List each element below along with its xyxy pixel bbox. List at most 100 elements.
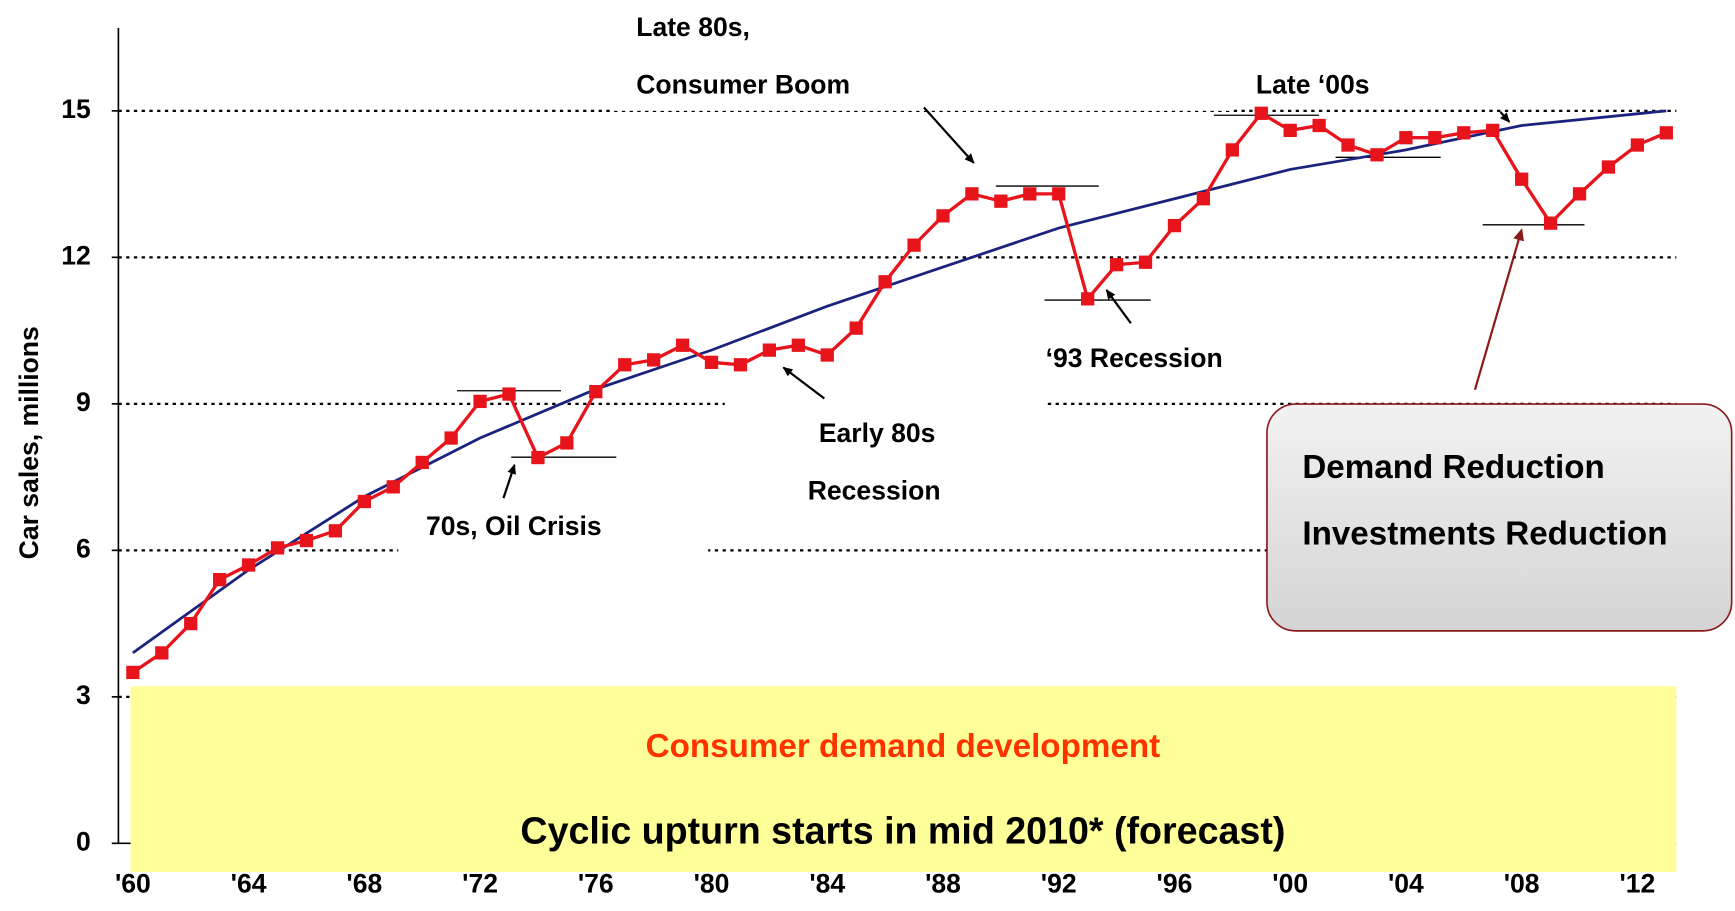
data-point	[126, 665, 140, 680]
y-axis-label: Car sales, millions	[14, 326, 44, 559]
annotation: Recession	[808, 476, 941, 506]
annotation: Late ‘00s	[1256, 69, 1370, 99]
callout-text: Demand Reduction	[1302, 449, 1604, 486]
data-point	[357, 494, 371, 509]
x-tick-label: '64	[231, 868, 267, 898]
data-point	[1630, 138, 1645, 152]
data-point	[386, 480, 400, 494]
data-point	[1081, 292, 1095, 306]
data-point	[675, 338, 690, 352]
x-tick-label: '84	[809, 868, 845, 898]
callout-box	[1266, 403, 1733, 632]
data-point	[647, 353, 661, 367]
y-tick-label: 9	[76, 387, 91, 417]
data-point	[1283, 123, 1297, 138]
banner	[130, 686, 1677, 873]
data-point	[155, 646, 169, 660]
plot-area	[126, 106, 1673, 680]
arrow	[1105, 289, 1132, 324]
data-point	[1601, 160, 1616, 174]
data-point	[1341, 138, 1355, 152]
data-point	[733, 358, 748, 372]
x-tick-label: '12	[1619, 868, 1655, 898]
data-point	[270, 541, 285, 555]
data-point	[994, 194, 1008, 208]
banner-text: Cyclic upturn starts in mid 2010* (forec…	[520, 809, 1285, 851]
data-point	[820, 348, 834, 362]
data-point	[762, 343, 777, 357]
data-point	[213, 572, 227, 587]
data-point	[473, 394, 487, 409]
data-point	[299, 533, 314, 548]
y-tick-label: 12	[61, 240, 91, 270]
data-point	[1428, 131, 1442, 145]
data-point	[184, 616, 198, 631]
label-backdrop	[614, 101, 1234, 111]
data-point	[618, 358, 632, 372]
banner-title: Consumer demand development	[646, 728, 1161, 765]
x-tick-label: '68	[346, 868, 382, 898]
data-point	[415, 455, 429, 470]
data-point	[589, 384, 603, 399]
data-point	[791, 338, 805, 352]
data-point	[907, 238, 921, 252]
x-tick-label: '60	[115, 868, 151, 898]
overlays: Demand Reduction Investments Reduction Con…	[130, 228, 1733, 873]
annotation: Early 80s	[819, 418, 936, 448]
annotation: Late 80s,	[636, 12, 750, 42]
data-point	[502, 387, 516, 401]
data-point	[1399, 131, 1413, 145]
data-point	[1659, 126, 1673, 140]
data-point	[1486, 123, 1500, 138]
annotation: 70s, Oil Crisis	[426, 511, 602, 541]
data-point	[1167, 218, 1182, 233]
data-point	[1457, 126, 1471, 140]
data-point	[704, 355, 719, 369]
arrow	[1499, 111, 1511, 123]
x-tick-label: '08	[1504, 868, 1540, 898]
data-point	[531, 450, 545, 465]
data-point	[936, 209, 950, 223]
y-tick-label: 6	[76, 533, 91, 563]
data-point	[1196, 192, 1211, 206]
label-backdrop	[724, 392, 1046, 413]
data-point	[1023, 187, 1037, 201]
data-point	[965, 187, 979, 201]
data-point	[1254, 106, 1268, 120]
data-point	[444, 431, 458, 445]
x-tick-label: '88	[925, 868, 961, 898]
data-point	[1515, 172, 1529, 186]
x-tick-label: '92	[1041, 868, 1077, 898]
data-point	[241, 558, 256, 572]
x-tick-label: '04	[1388, 868, 1424, 898]
data-point	[1370, 148, 1384, 162]
y-tick-label: 0	[76, 826, 91, 856]
arrow	[1473, 228, 1524, 390]
data-point	[1572, 187, 1587, 201]
data-point	[328, 524, 343, 538]
annotation: Consumer Boom	[636, 69, 850, 99]
x-tick-label: '96	[1157, 868, 1193, 898]
data-point	[1543, 216, 1558, 230]
arrow	[923, 106, 975, 164]
data-point	[1225, 143, 1239, 157]
callout-text: Investments Reduction	[1302, 515, 1667, 552]
arrow	[782, 366, 826, 400]
data-point	[1052, 187, 1066, 201]
data-point	[560, 436, 574, 450]
y-tick-label: 15	[61, 94, 91, 124]
data-point	[849, 321, 863, 335]
x-tick-label: '76	[578, 868, 614, 898]
data-point	[1109, 258, 1124, 272]
y-tick-label: 3	[76, 680, 91, 710]
label-backdrop	[398, 540, 709, 561]
x-tick-label: '00	[1272, 868, 1308, 898]
x-tick-label: '72	[462, 868, 498, 898]
data-point	[878, 275, 892, 289]
data-point	[1138, 255, 1153, 269]
annotation: ‘93 Recession	[1046, 343, 1223, 373]
x-tick-label: '80	[694, 868, 730, 898]
data-point	[1312, 118, 1326, 133]
arrow	[502, 463, 516, 499]
